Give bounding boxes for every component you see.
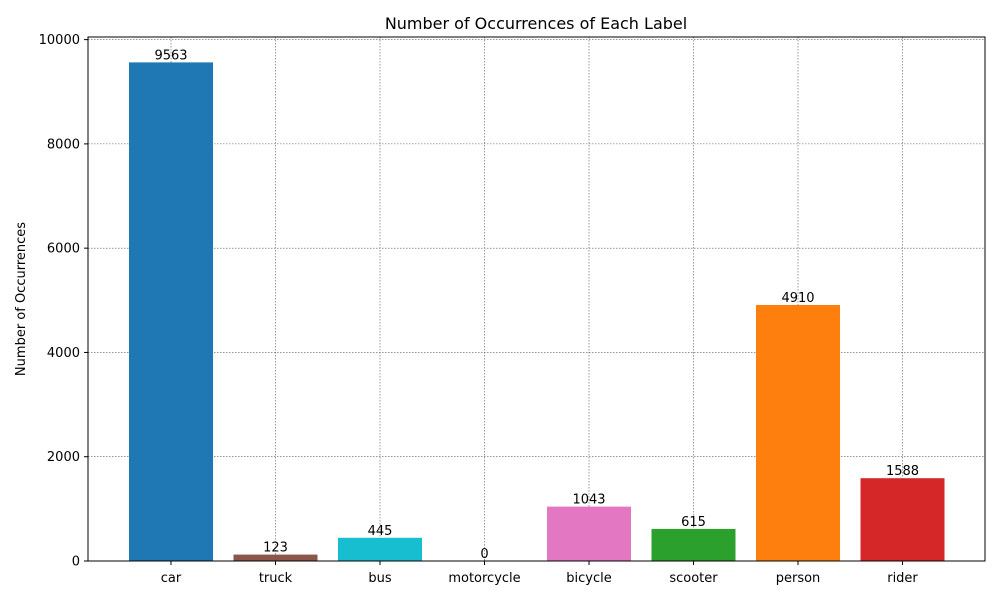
data-label-bicycle: 1043 <box>572 493 605 508</box>
x-tick-label: car <box>161 571 182 586</box>
bar-bicycle <box>547 506 631 561</box>
data-label-scooter: 615 <box>681 515 706 530</box>
bar-bus <box>338 537 422 561</box>
data-label-motorcycle: 0 <box>480 547 488 562</box>
bar-car <box>129 62 213 561</box>
data-labels-layer: 9563 123 445 0 1043 615 4910 1588 <box>154 48 919 562</box>
x-tick-label: scooter <box>669 571 718 586</box>
x-tick-label: bus <box>368 571 391 586</box>
y-tick-label: 4000 <box>47 346 80 361</box>
data-label-rider: 1588 <box>886 464 919 479</box>
x-axis: car truck bus motorcycle bicycle scooter perso… <box>161 561 918 586</box>
y-tick-label: 6000 <box>47 242 80 257</box>
x-tick-label: person <box>776 571 821 586</box>
x-tick-label: rider <box>887 571 918 586</box>
y-tick-label: 8000 <box>47 137 80 152</box>
x-tick-label: bicycle <box>566 571 611 586</box>
data-label-person: 4910 <box>781 291 814 306</box>
bars-layer <box>129 62 945 561</box>
y-tick-label: 10000 <box>39 33 80 48</box>
data-label-truck: 123 <box>263 541 288 556</box>
grid-layer <box>88 37 985 562</box>
y-axis-label: Number of Occurrences <box>14 222 29 376</box>
y-tick-label: 0 <box>72 555 80 570</box>
x-tick-label: motorcycle <box>448 571 520 586</box>
bar-person <box>756 304 840 561</box>
y-axis: 0 2000 4000 6000 8000 10000 <box>39 33 88 570</box>
bar-truck <box>233 554 318 561</box>
y-tick-label: 2000 <box>47 450 80 465</box>
chart-title: Number of Occurrences of Each Label <box>385 14 687 33</box>
data-label-bus: 445 <box>368 524 393 539</box>
bar-rider <box>860 478 945 561</box>
plot-frame <box>87 36 986 562</box>
bar-scooter <box>651 528 736 561</box>
data-label-car: 9563 <box>154 48 187 63</box>
x-tick-label: truck <box>259 571 293 586</box>
